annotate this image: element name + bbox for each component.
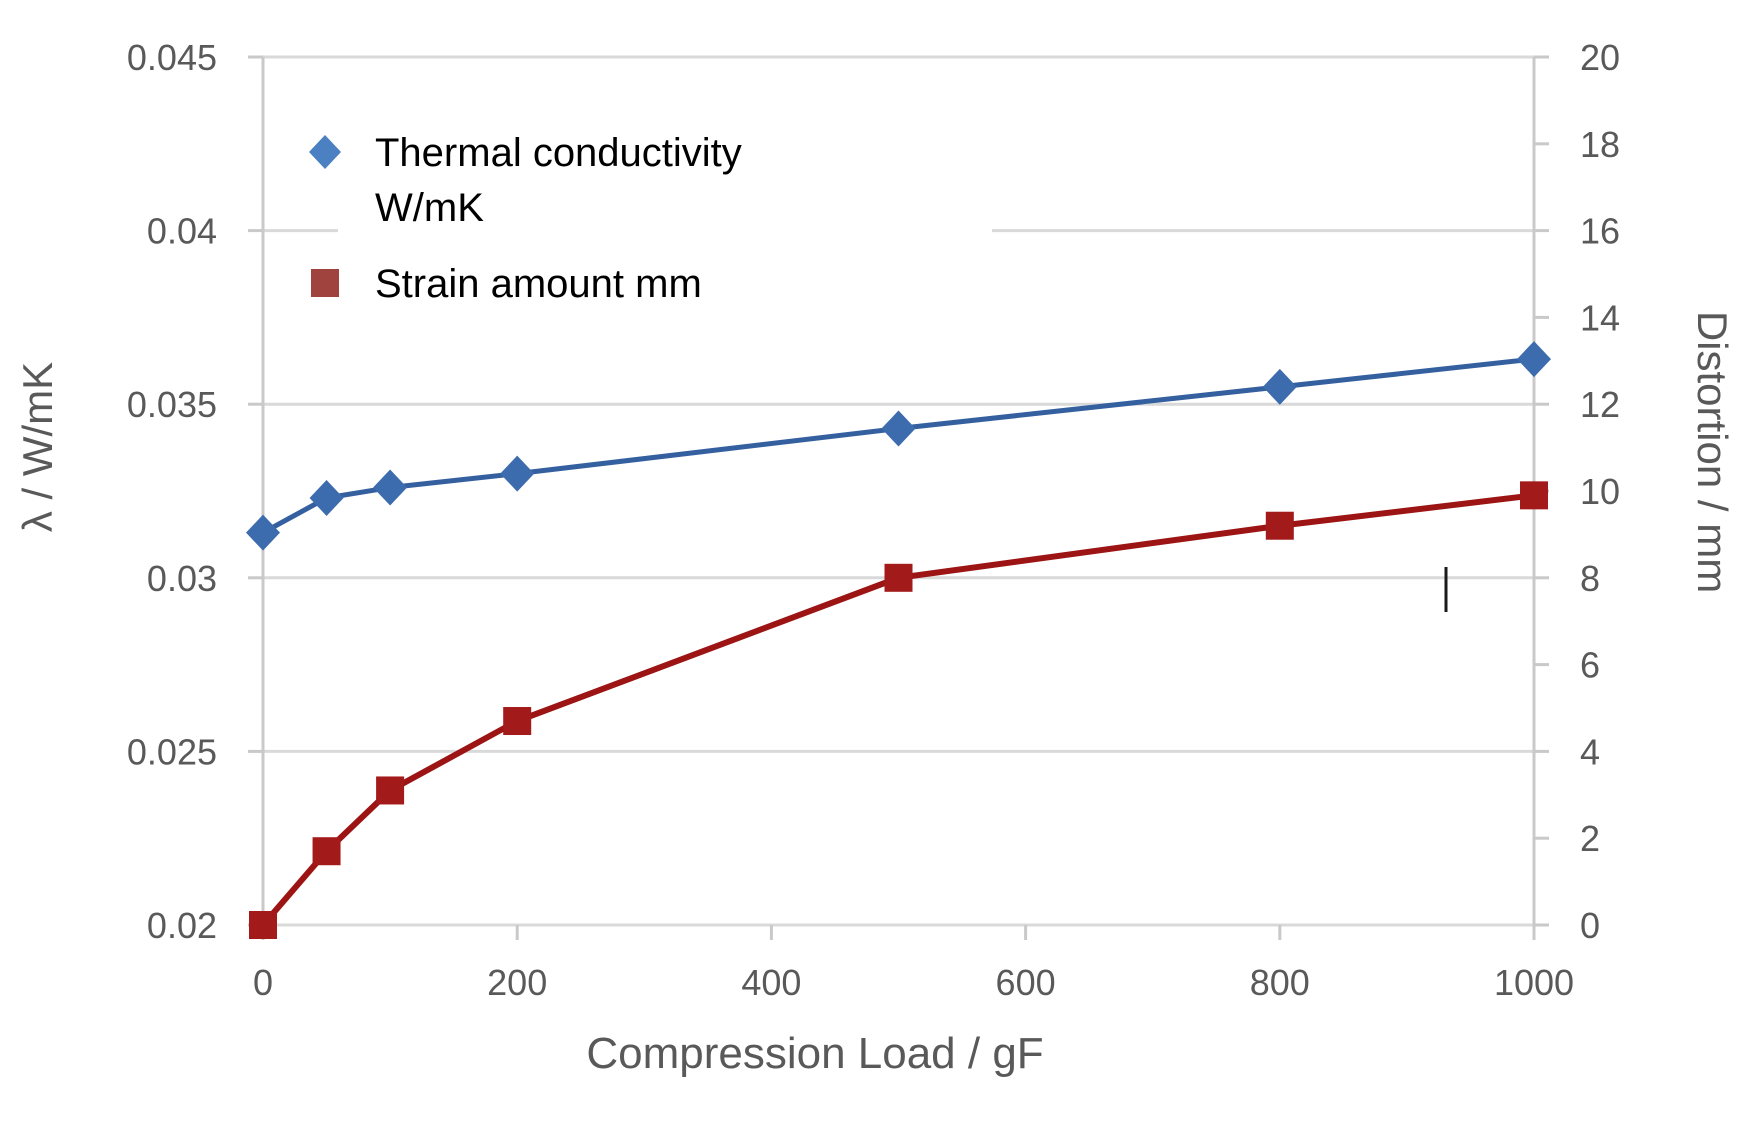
- left-tick-label: 0.035: [127, 384, 217, 425]
- strain-marker: [1520, 481, 1548, 510]
- legend-strain-label: Strain amount mm: [375, 262, 702, 306]
- thermal-conductivity-marker: [500, 455, 535, 492]
- right-tick-label: 12: [1580, 384, 1620, 425]
- thermal-conductivity-marker: [246, 514, 280, 551]
- right-tick-label: 0: [1580, 905, 1600, 946]
- strain-marker: [249, 911, 277, 939]
- right-tick-label: 6: [1580, 645, 1600, 686]
- right-tick-label: 16: [1580, 211, 1620, 252]
- right-tick-label: 4: [1580, 731, 1600, 772]
- strain-line: [260, 492, 1535, 927]
- y-axis-title-right: Distortion / mm: [1689, 311, 1736, 593]
- right-tick-label: 2: [1580, 818, 1600, 859]
- y-axis-title-left: λ / W/mK: [14, 362, 61, 532]
- strain-marker: [312, 837, 341, 866]
- left-tick-label: 0.025: [127, 731, 217, 772]
- thermal-conductivity-marker: [309, 479, 344, 516]
- left-tick-label: 0.03: [147, 558, 217, 599]
- right-tick-label: 18: [1580, 124, 1620, 165]
- x-tick-label: 200: [487, 962, 547, 1003]
- thermal-conductivity-marker: [1517, 341, 1551, 378]
- legend-thermal-diamond-icon: [309, 135, 341, 169]
- tick-labels-layer: 0.02 0.025 0.03 0.035 0.04 0.045 0 2 4 6 8 10 12 14 16…: [127, 37, 1620, 1003]
- series-layer: [246, 341, 1551, 939]
- right-tick-label: 10: [1580, 471, 1620, 512]
- left-tick-label: 0.04: [147, 211, 217, 252]
- legend: Thermal conductivity W/mK Strain amount …: [309, 131, 742, 306]
- thermal-conductivity-marker: [373, 469, 408, 506]
- thermal-conductivity-marker: [881, 410, 916, 447]
- right-tick-label: 14: [1580, 297, 1620, 338]
- x-tick-label: 800: [1250, 962, 1310, 1003]
- thermal-conductivity-marker: [1262, 368, 1297, 405]
- x-tick-label: 600: [996, 962, 1056, 1003]
- left-tick-label: 0.02: [147, 905, 217, 946]
- legend-strain-square-icon: [311, 269, 339, 297]
- x-tick-label: 0: [253, 962, 273, 1003]
- strain-marker: [884, 563, 913, 592]
- strain-marker: [1265, 511, 1294, 540]
- legend-thermal-label-line2: W/mK: [375, 186, 484, 230]
- left-tick-label: 0.045: [127, 37, 217, 78]
- x-tick-label: 400: [741, 962, 801, 1003]
- x-axis-title: Compression Load / gF: [586, 1029, 1043, 1078]
- legend-thermal-label-line1: Thermal conductivity: [375, 131, 742, 175]
- strain-marker: [376, 776, 405, 805]
- right-tick-label: 8: [1580, 558, 1600, 599]
- x-tick-label: 1000: [1494, 962, 1574, 1003]
- legend-background: [338, 96, 992, 310]
- right-tick-label: 20: [1580, 37, 1620, 78]
- strain-marker: [503, 707, 532, 736]
